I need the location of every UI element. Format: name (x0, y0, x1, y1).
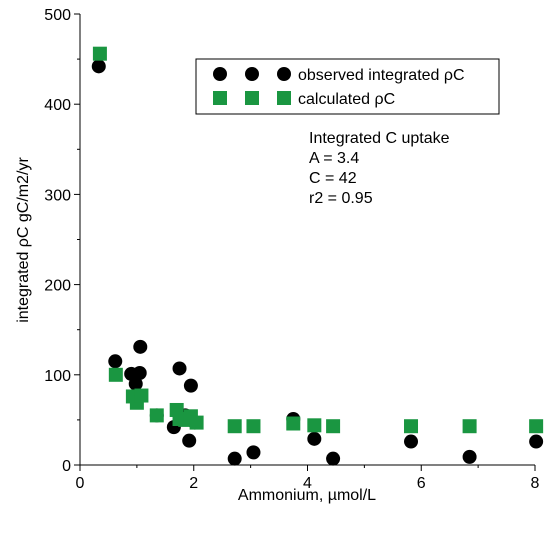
series-layer (91, 46, 544, 466)
legend-entry-observed: observed integrated ρC (213, 67, 465, 84)
calculated-point (326, 419, 341, 434)
calculated-point (286, 416, 301, 431)
x-tick-label: 2 (189, 475, 198, 492)
legend-label-observed: observed integrated ρC (298, 67, 465, 84)
legend-circle-marker (277, 67, 291, 81)
observed-point (529, 434, 544, 449)
legend-square-marker (213, 91, 227, 105)
observed-point (404, 434, 419, 449)
legend-entry-calculated: calculated ρC (213, 91, 395, 108)
y-tick-label: 100 (44, 368, 71, 385)
observed-point (307, 431, 322, 446)
legend-label-calculated: calculated ρC (298, 91, 395, 108)
calculated-point (404, 419, 419, 434)
annotation-line: r2 = 0.95 (309, 190, 373, 207)
legend-circle-marker (245, 67, 259, 81)
legend-circle-marker (213, 67, 227, 81)
y-tick-label: 0 (62, 458, 71, 475)
y-tick-label: 200 (44, 278, 71, 295)
calculated-point (149, 408, 164, 423)
annotation-line: Integrated C uptake (309, 130, 450, 147)
observed-point (227, 451, 242, 466)
y-axis-title: integrated ρC gC/m2/yr (15, 157, 32, 323)
x-tick-label: 4 (303, 475, 312, 492)
x-tick-label: 0 (76, 475, 85, 492)
observed-point (246, 445, 261, 460)
observed-point (326, 451, 341, 466)
calculated-point (529, 419, 544, 434)
observed-point (183, 378, 198, 393)
legend-square-marker (245, 91, 259, 105)
calculated-point (246, 419, 261, 434)
annotation-line: A = 3.4 (309, 150, 359, 167)
calculated-point (92, 46, 107, 61)
observed-series (91, 59, 544, 466)
observed-point (108, 354, 123, 369)
legend-square-marker (277, 91, 291, 105)
observed-point (182, 433, 197, 448)
y-tick-label: 400 (44, 97, 71, 114)
x-axis-title: Ammonium, µmol/L (238, 487, 376, 504)
observed-point (133, 339, 148, 354)
observed-point (132, 365, 147, 380)
calculated-point (108, 367, 123, 382)
calculated-point (189, 415, 204, 430)
observed-point (91, 59, 106, 74)
calculated-point (307, 418, 322, 433)
fit-annotation: Integrated C uptake A = 3.4 C = 42 r2 = … (309, 130, 450, 207)
calculated-point (462, 419, 477, 434)
calculated-series (92, 46, 544, 434)
y-tick-label: 500 (44, 7, 71, 24)
legend: observed integrated ρC calculated ρC (195, 58, 500, 115)
observed-point (128, 376, 143, 391)
calculated-point (227, 419, 242, 434)
annotation-line: C = 42 (309, 170, 357, 187)
observed-point (172, 361, 187, 376)
x-tick-label: 6 (417, 475, 426, 492)
y-tick-label: 300 (44, 187, 71, 204)
calculated-point (134, 388, 149, 403)
y-ticks: 0 100 200 300 400 500 (44, 7, 80, 475)
x-tick-label: 8 (531, 475, 540, 492)
x-ticks: 0 2 4 6 8 (76, 465, 540, 492)
observed-point (462, 449, 477, 464)
